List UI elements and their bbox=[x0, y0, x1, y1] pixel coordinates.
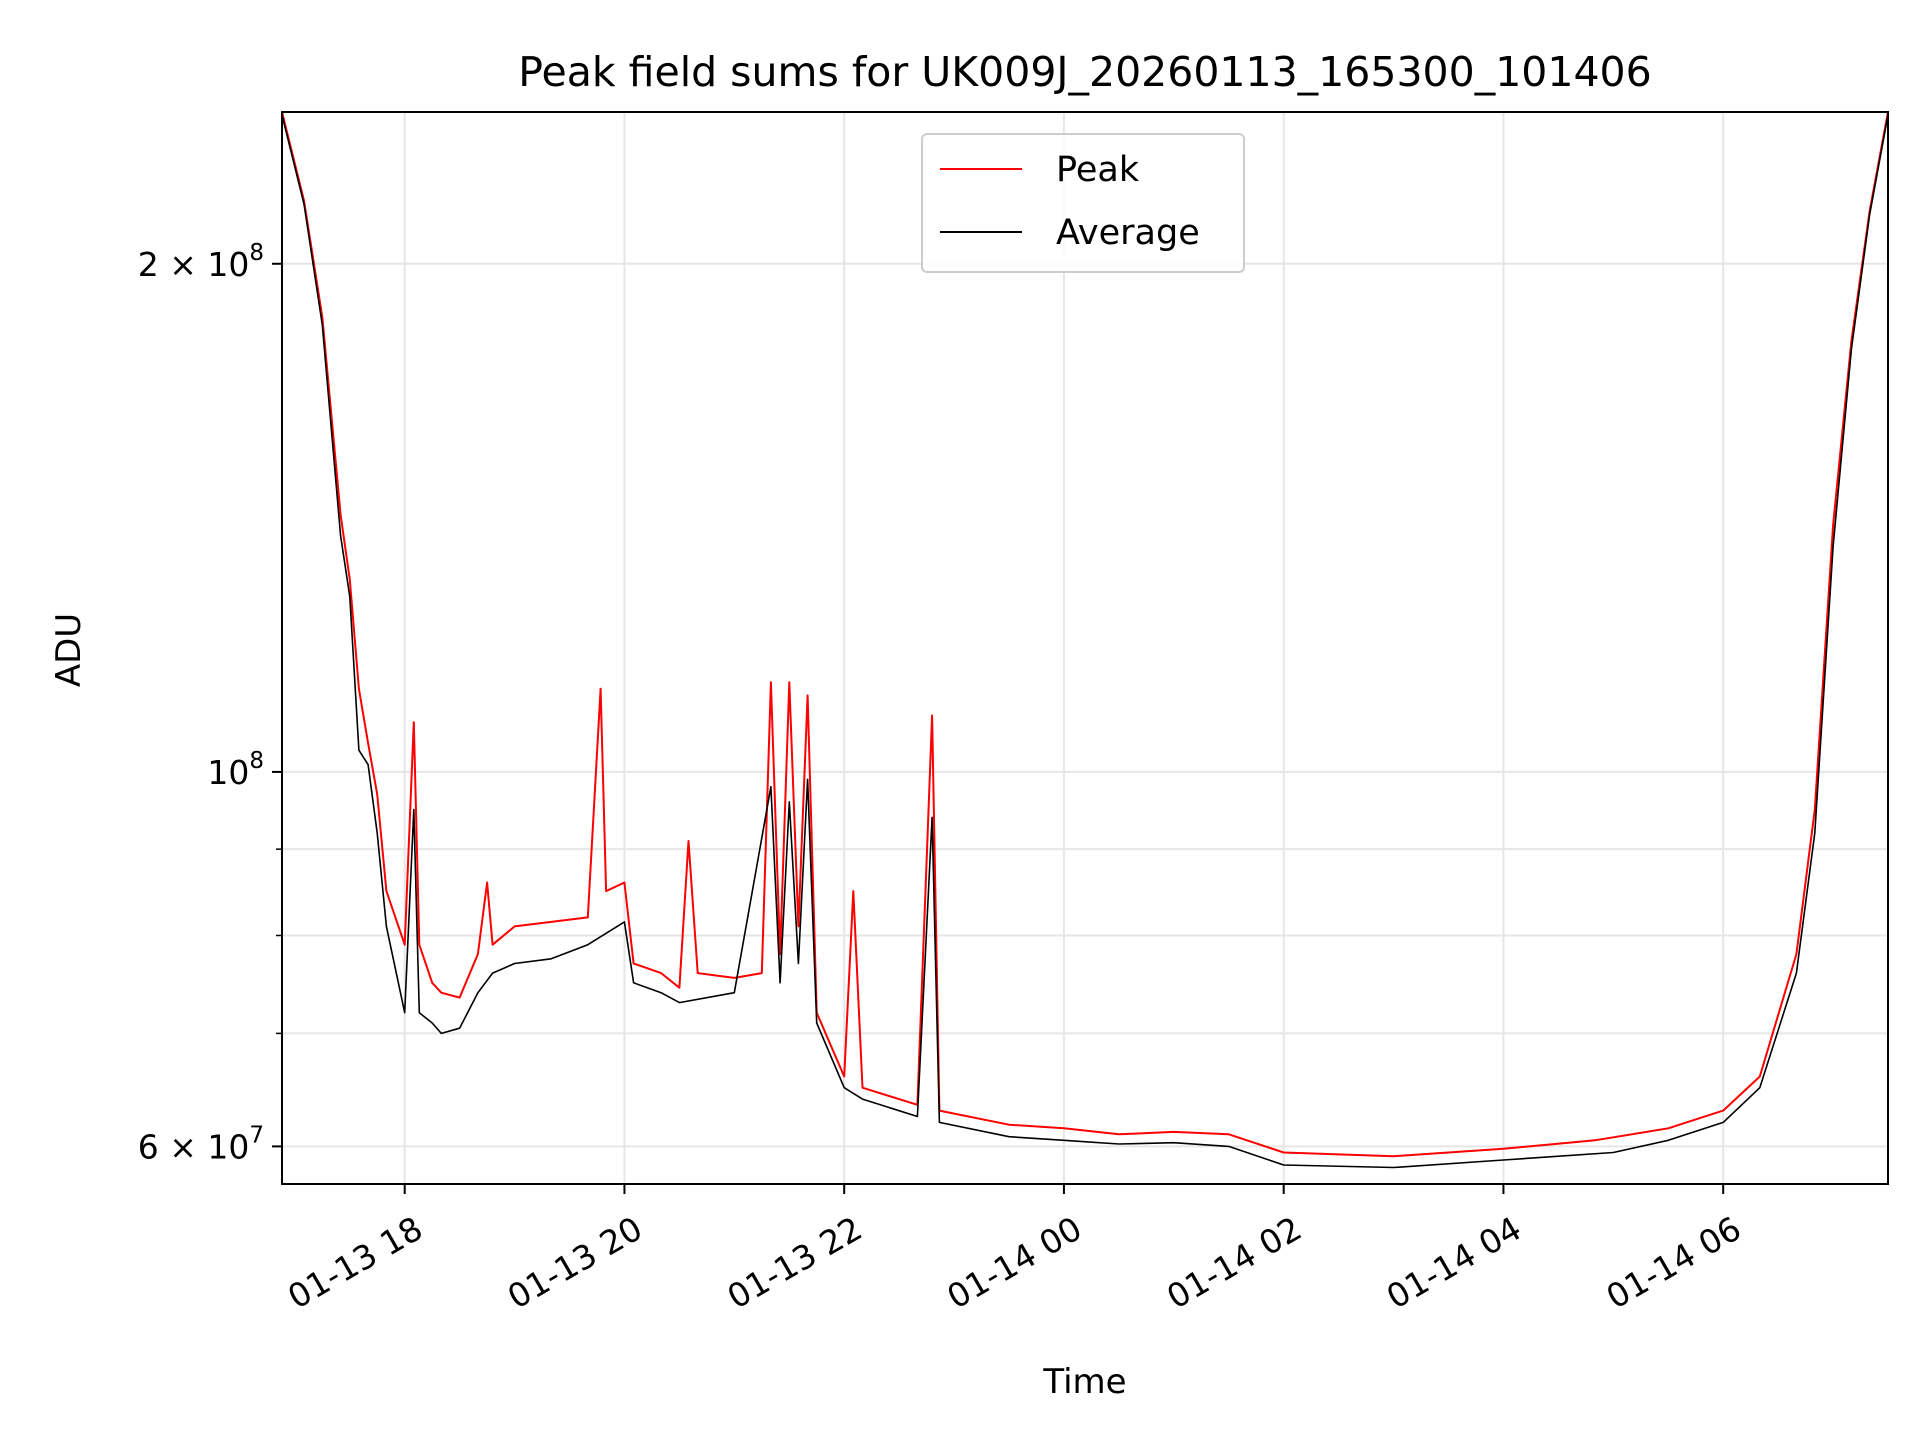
y-tick-label: 108 bbox=[207, 748, 264, 792]
y-tick-label: 2 × 108 bbox=[138, 240, 264, 284]
series-line-peak bbox=[281, 111, 1889, 1158]
plot-frame bbox=[281, 111, 1889, 1185]
x-axis-label: Time bbox=[1042, 1362, 1126, 1402]
legend-label-peak: Peak bbox=[1056, 150, 1140, 190]
legend: Peak Average bbox=[921, 133, 1245, 273]
legend-label-average: Average bbox=[1056, 213, 1200, 253]
series-layer bbox=[281, 111, 1889, 1169]
series-line-average bbox=[281, 114, 1889, 1169]
y-tick-label: 6 × 107 bbox=[138, 1122, 264, 1166]
chart-title: Peak field sums for UK009J_20260113_1653… bbox=[518, 48, 1651, 96]
y-axis-label: ADU bbox=[49, 613, 89, 687]
